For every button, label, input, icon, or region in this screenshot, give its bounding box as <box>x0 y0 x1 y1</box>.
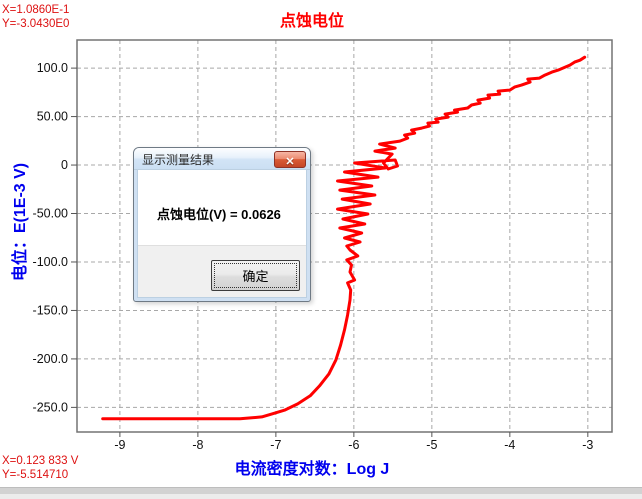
dialog-title: 显示测量结果 <box>142 153 215 167</box>
x-axis-label: 电流密度对数：Log J <box>234 461 390 478</box>
dialog-footer: 确定 <box>138 245 306 297</box>
marker-y-value: Y=-5.514710 <box>2 469 69 481</box>
cursor-readout-top: X=1.0860E-1 Y=-3.0430E0 <box>2 3 69 31</box>
x-tick-label: -4 <box>504 438 515 452</box>
window-bottom-edge <box>0 487 642 495</box>
y-tick-label: 50.00 <box>37 110 68 124</box>
y-tick-label: 100.0 <box>37 61 68 75</box>
close-button[interactable]: ✕ <box>274 151 306 168</box>
x-tick-label: -9 <box>114 438 125 452</box>
chart-title: 点蚀电位 <box>279 13 345 30</box>
dialog-titlebar[interactable]: 显示测量结果 ✕ <box>134 148 310 170</box>
dialog-body: 点蚀电位(V) = 0.0626 <box>138 170 306 248</box>
y-tick-label: -250.0 <box>33 400 68 414</box>
plot-border <box>76 39 613 433</box>
cursor-readout-bottom: X=0.123 833 V Y=-5.514710 <box>2 454 78 482</box>
marker-x-value: X=0.123 833 V <box>2 455 79 467</box>
polarization-curve <box>101 55 587 421</box>
x-tick-label: -8 <box>192 438 203 452</box>
x-tick-label: -6 <box>348 438 359 452</box>
y-tick-label: 0 <box>61 158 68 172</box>
ok-button[interactable]: 确定 <box>211 260 300 291</box>
window-bottom-edge-light <box>0 494 642 499</box>
y-tick-label: -200.0 <box>33 352 68 366</box>
x-tick-label: -7 <box>270 438 281 452</box>
cursor-y-value: Y=-3.0430E0 <box>2 18 70 30</box>
close-icon: ✕ <box>285 156 295 168</box>
y-tick-label: -50.00 <box>33 207 68 221</box>
y-tick-label: -100.0 <box>33 255 68 269</box>
measurement-result-dialog: 显示测量结果 ✕ 点蚀电位(V) = 0.0626 确定 <box>133 147 311 302</box>
x-tick-label: -3 <box>582 438 593 452</box>
measurement-result-text: 点蚀电位(V) = 0.0626 <box>157 207 281 222</box>
x-tick-label: -5 <box>426 438 437 452</box>
dialog-client-area: 点蚀电位(V) = 0.0626 确定 <box>137 169 307 298</box>
y-tick-label: -150.0 <box>33 303 68 317</box>
cursor-x-value: X=1.0860E-1 <box>2 4 70 16</box>
